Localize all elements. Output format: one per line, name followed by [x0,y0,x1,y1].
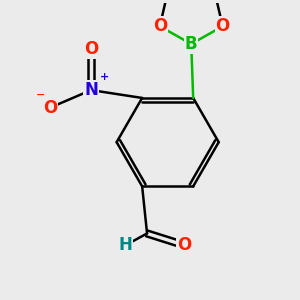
Text: O: O [153,17,167,35]
Text: O: O [177,236,191,254]
Text: H: H [118,236,132,254]
Text: −: − [36,90,46,100]
Text: +: + [100,72,109,82]
Text: B: B [185,35,197,53]
Text: N: N [84,81,98,99]
Text: O: O [43,99,57,117]
Text: O: O [84,40,98,58]
Text: O: O [215,17,230,35]
